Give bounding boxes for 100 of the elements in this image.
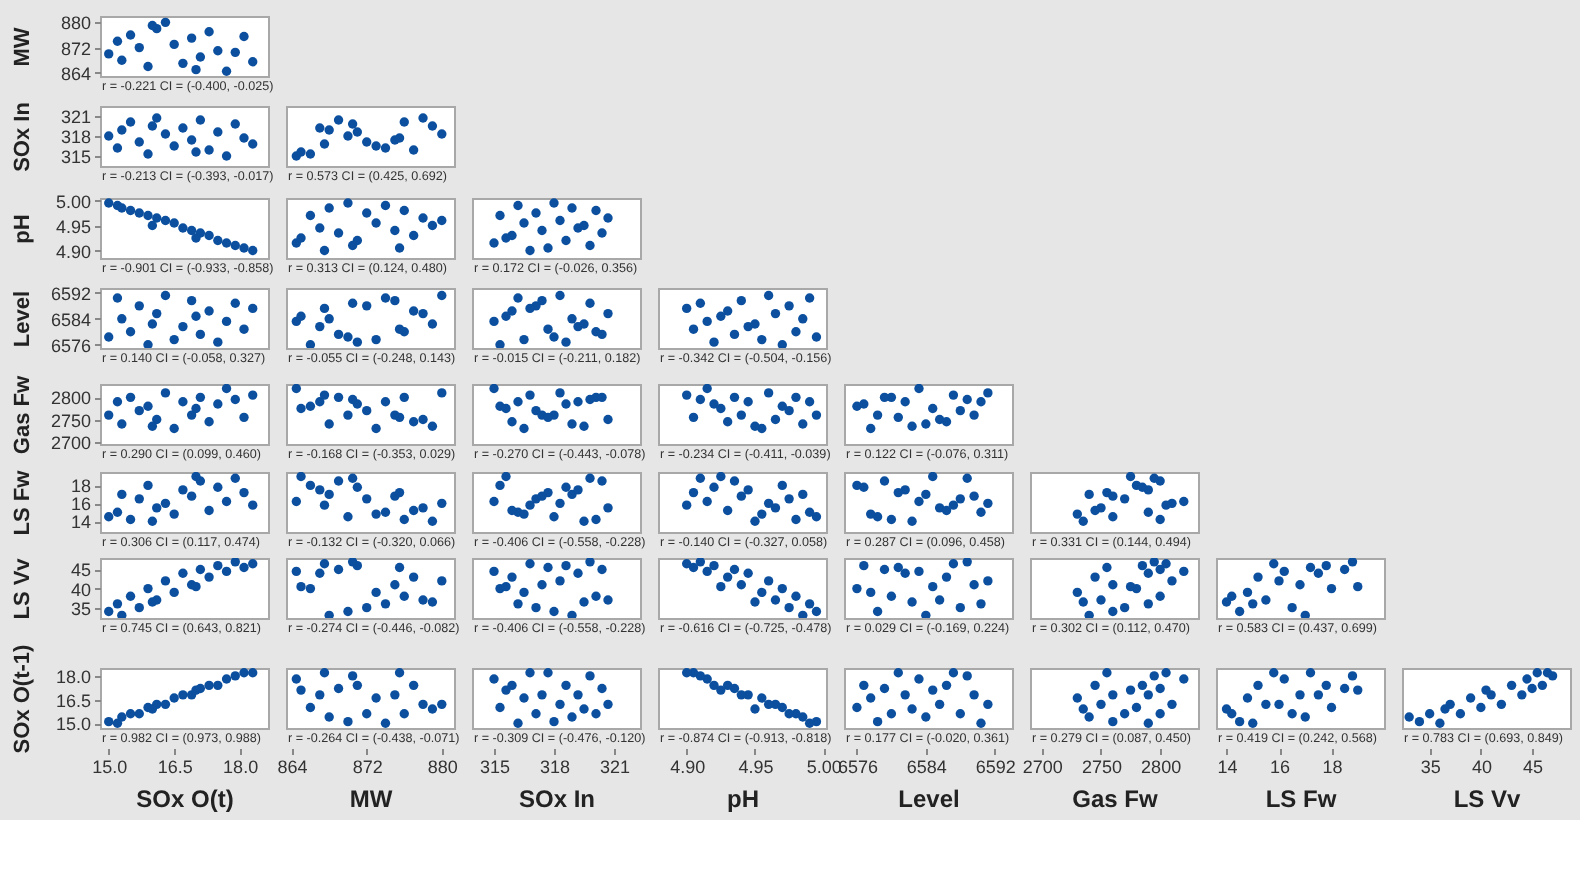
point <box>239 324 249 334</box>
point <box>561 399 571 409</box>
point <box>125 30 136 40</box>
point <box>811 332 822 342</box>
point <box>770 503 781 513</box>
point <box>213 127 223 137</box>
point <box>195 392 206 403</box>
point <box>394 487 405 498</box>
y-tick-label: 15.0 <box>55 714 91 735</box>
point <box>537 580 547 590</box>
x-tick-label: 2800 <box>1141 757 1182 777</box>
point <box>579 319 589 329</box>
point <box>852 702 862 713</box>
y-axis-title: Gas Fw <box>11 374 35 455</box>
point <box>555 498 565 509</box>
point <box>239 668 249 678</box>
point <box>507 306 517 316</box>
point <box>549 198 559 208</box>
point <box>418 699 428 709</box>
point <box>125 392 136 403</box>
point <box>525 303 535 314</box>
point <box>507 680 517 691</box>
point <box>543 412 553 423</box>
point <box>537 690 547 700</box>
point <box>315 123 325 133</box>
point <box>597 329 607 340</box>
y-axis-title: SOx In <box>11 101 35 172</box>
point <box>603 308 613 319</box>
point <box>561 482 571 492</box>
point <box>519 587 529 598</box>
point <box>804 397 815 407</box>
point <box>1084 712 1094 722</box>
point <box>804 599 815 609</box>
point <box>371 587 381 598</box>
point <box>1424 709 1435 719</box>
y-axis-title: SOx O(t-1) <box>11 643 35 754</box>
point <box>573 568 583 578</box>
point <box>371 509 381 519</box>
point <box>239 243 249 253</box>
point <box>143 583 153 594</box>
point <box>221 316 232 327</box>
point <box>1234 606 1245 617</box>
point <box>333 228 344 238</box>
point <box>1108 690 1118 700</box>
y-tick-label: 315 <box>60 147 91 167</box>
point <box>104 512 114 522</box>
point <box>117 203 127 213</box>
point <box>489 316 499 327</box>
point <box>1269 668 1279 678</box>
point <box>1440 704 1450 714</box>
point <box>709 560 719 571</box>
point <box>955 709 965 719</box>
point <box>418 503 428 513</box>
point <box>603 213 613 223</box>
point <box>513 397 523 407</box>
x-axis-title: SOx In <box>518 785 596 813</box>
y-axis-title: Level <box>11 290 35 348</box>
point <box>1295 580 1305 590</box>
point <box>886 591 897 601</box>
point <box>230 298 240 308</box>
point <box>239 133 249 143</box>
point <box>343 606 353 617</box>
x-tick-label: 18.0 <box>223 757 259 777</box>
point <box>1435 718 1445 728</box>
point <box>561 680 571 691</box>
point <box>390 690 400 700</box>
point <box>688 562 699 573</box>
point <box>1414 717 1425 727</box>
point <box>736 295 747 306</box>
point <box>178 568 188 578</box>
point <box>1279 674 1289 684</box>
x-tick-label: 4.90 <box>670 757 706 777</box>
point <box>561 337 571 347</box>
point <box>1125 472 1136 482</box>
point <box>573 690 583 700</box>
point <box>408 145 419 155</box>
point <box>1465 693 1476 703</box>
point <box>230 119 240 129</box>
point <box>1476 702 1486 713</box>
point <box>585 671 595 681</box>
point <box>191 403 201 414</box>
point <box>125 514 136 525</box>
x-tick-label: 872 <box>352 757 383 777</box>
point <box>1313 690 1324 700</box>
point <box>408 417 419 427</box>
point <box>1078 597 1088 607</box>
point <box>191 233 201 243</box>
point <box>1248 599 1258 609</box>
y-axis-title: pH <box>11 214 35 244</box>
point <box>112 397 123 407</box>
point <box>893 562 903 573</box>
point <box>1321 680 1331 691</box>
point <box>152 308 162 319</box>
point <box>1221 597 1232 607</box>
point <box>427 121 438 131</box>
point <box>104 332 114 342</box>
point <box>160 17 171 27</box>
point <box>489 238 499 248</box>
point <box>315 485 325 495</box>
point <box>976 507 986 517</box>
